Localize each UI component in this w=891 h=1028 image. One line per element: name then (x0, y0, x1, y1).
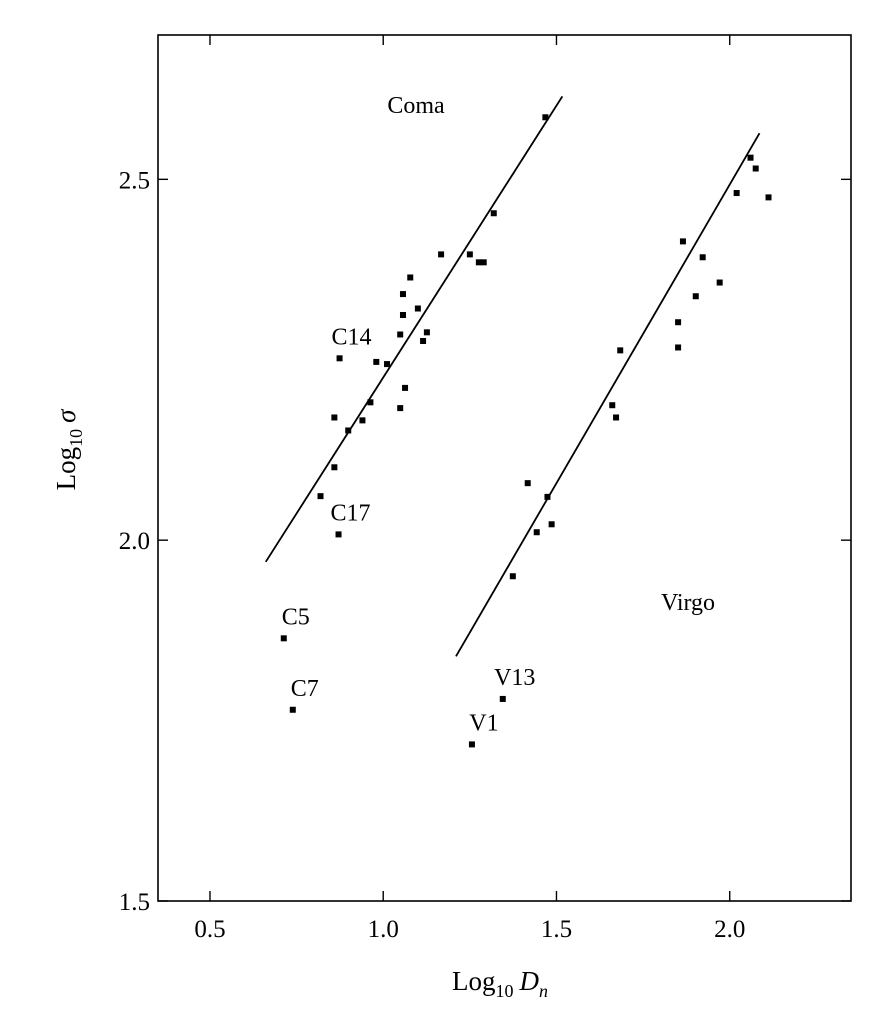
x-label-base: Log (452, 966, 496, 996)
data-point (407, 274, 414, 281)
point-label: C17 (331, 500, 371, 526)
data-point (468, 741, 475, 748)
data-point (423, 329, 430, 336)
x-axis-label: Log10 Dn (452, 966, 548, 1001)
data-point (692, 293, 699, 300)
data-point (765, 194, 772, 201)
x-tick-label: 1.5 (541, 916, 572, 943)
data-point (548, 521, 555, 528)
data-point (675, 319, 682, 326)
data-point (331, 414, 338, 421)
y-tick-label: 2.5 (119, 167, 150, 194)
data-point (499, 695, 506, 702)
y-label-base: Log (51, 447, 81, 491)
data-point (609, 402, 616, 409)
data-point (475, 259, 482, 266)
data-point (716, 279, 723, 286)
y-label-subscript: 10 (66, 429, 86, 447)
x-label-variable: D (519, 966, 540, 996)
data-point (345, 427, 352, 434)
data-point (542, 114, 549, 121)
point-label: C7 (291, 676, 319, 702)
group-label: Coma (387, 93, 445, 119)
data-point (733, 190, 740, 197)
point-label: C14 (332, 324, 372, 350)
data-point (399, 291, 406, 298)
data-point (336, 355, 343, 362)
y-axis-label: Log10 σ (51, 408, 86, 491)
data-point (402, 384, 409, 391)
data-point (317, 493, 324, 500)
group-label: Virgo (661, 590, 715, 616)
data-point (747, 154, 754, 161)
x-tick-label: 1.0 (368, 916, 399, 943)
data-point (399, 312, 406, 319)
data-point (359, 417, 366, 424)
y-label-variable: σ (51, 408, 81, 423)
data-point (509, 573, 516, 580)
fit-line (455, 132, 761, 657)
data-point (699, 254, 706, 261)
y-tick-label: 2.0 (119, 528, 150, 555)
data-point (384, 361, 391, 368)
y-tick-label: 1.5 (119, 889, 150, 916)
data-point (420, 337, 427, 344)
data-point (367, 399, 374, 406)
data-point (613, 414, 620, 421)
data-point (617, 347, 624, 354)
data-point (544, 493, 551, 500)
point-label: V13 (494, 665, 535, 691)
data-point (679, 238, 686, 245)
data-point (373, 358, 380, 365)
data-point (289, 706, 296, 713)
data-point (524, 480, 531, 487)
data-point (466, 251, 473, 258)
point-label: V1 (469, 710, 498, 736)
data-point (490, 210, 497, 217)
data-point (752, 165, 759, 172)
data-point (397, 405, 404, 412)
data-point (438, 251, 445, 258)
data-point (397, 331, 404, 338)
fit-line (265, 95, 564, 563)
data-point (331, 464, 338, 471)
x-tick-label: 0.5 (194, 916, 225, 943)
x-label-subscript: 10 (496, 981, 514, 1001)
x-tick-label: 2.0 (714, 916, 745, 943)
data-point (280, 635, 287, 642)
x-label-variable-subscript: n (539, 981, 548, 1001)
data-point (480, 259, 487, 266)
plot-frame (157, 34, 852, 902)
data-point (533, 529, 540, 536)
point-label: C5 (282, 604, 310, 630)
data-point (414, 305, 421, 312)
data-point (335, 531, 342, 538)
data-point (675, 344, 682, 351)
